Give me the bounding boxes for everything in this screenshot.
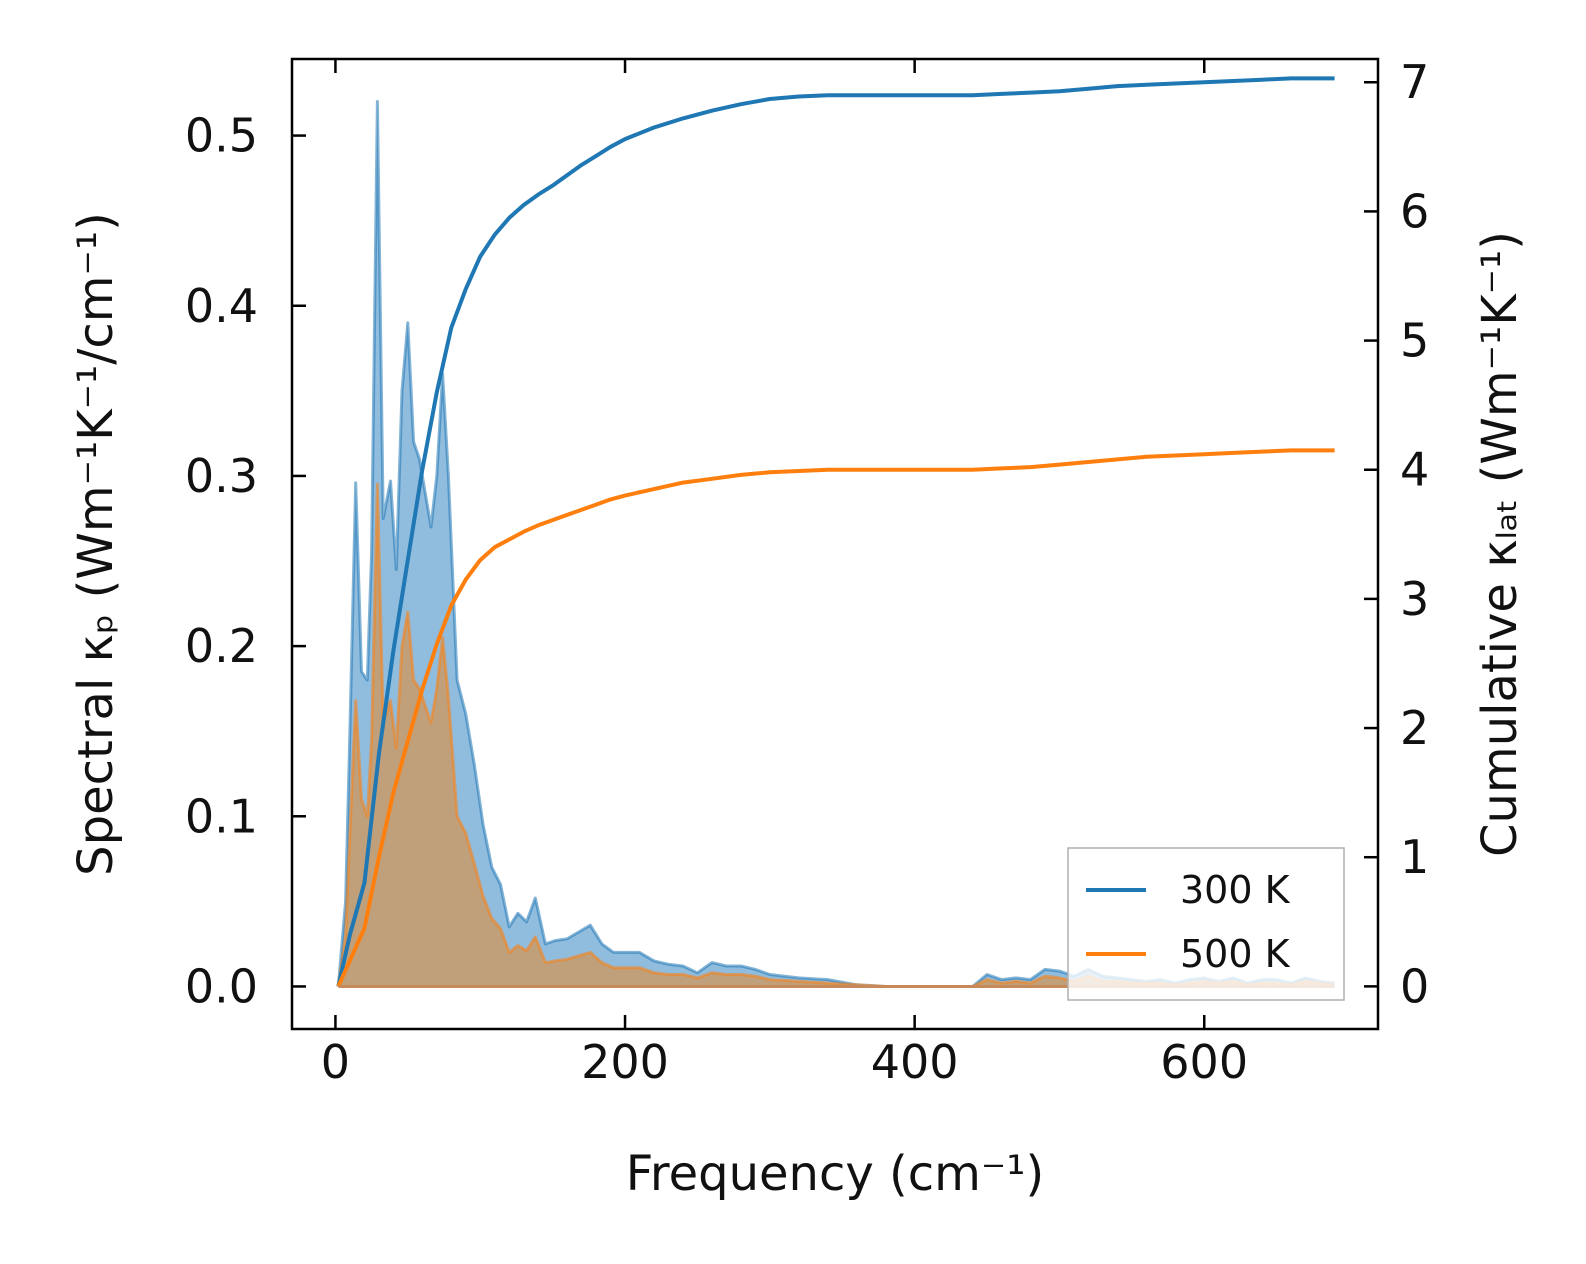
x-tick-label-600: 600 — [1160, 1035, 1248, 1089]
left-y-tick-label-0.0: 0.0 — [185, 960, 258, 1014]
left-y-tick-label-0.1: 0.1 — [185, 789, 258, 843]
left-y-axis-label: Spectral κₚ (Wm⁻¹K⁻¹/cm⁻¹) — [68, 212, 124, 876]
axis-ticks — [292, 59, 1378, 1029]
right-y-tick-label-6: 6 — [1400, 184, 1429, 238]
cumulative-line-300k — [336, 76, 1335, 987]
right-y-tick-label-3: 3 — [1400, 572, 1429, 626]
left-y-tick-label-0.2: 0.2 — [185, 619, 258, 673]
right-y-tick-label-5: 5 — [1400, 314, 1429, 368]
spectral-area-500k — [338, 484, 1335, 987]
right-y-tick-labels: 0 1 2 3 4 5 6 7 — [1400, 55, 1429, 1013]
left-y-tick-labels: 0.0 0.1 0.2 0.3 0.4 0.5 — [185, 109, 258, 1014]
x-tick-label-0: 0 — [321, 1035, 350, 1089]
plot-frame — [290, 57, 1380, 1031]
x-tick-label-200: 200 — [581, 1035, 669, 1089]
right-y-tick-label-4: 4 — [1400, 443, 1429, 497]
left-y-tick-label-0.4: 0.4 — [185, 279, 258, 333]
right-y-tick-label-0: 0 — [1400, 959, 1429, 1013]
left-y-tick-label-0.3: 0.3 — [185, 449, 258, 503]
right-y-axis-label: Cumulative κₗₐₜ (Wm⁻¹K⁻¹) — [1472, 231, 1528, 857]
legend-label-300k: 300 K — [1180, 868, 1291, 912]
legend: 300 K 500 K — [1067, 847, 1345, 1001]
left-y-tick-label-0.5: 0.5 — [185, 109, 258, 163]
x-tick-label-400: 400 — [871, 1035, 959, 1089]
legend-box — [1067, 847, 1345, 1001]
x-tick-labels: 0 200 400 600 — [321, 1035, 1248, 1089]
legend-label-500k: 500 K — [1180, 932, 1291, 976]
right-y-tick-label-7: 7 — [1400, 55, 1429, 109]
x-axis-label: Frequency (cm⁻¹) — [626, 1146, 1044, 1202]
cumulative-line-500k — [336, 448, 1335, 988]
right-y-tick-label-1: 1 — [1400, 830, 1429, 884]
right-y-tick-label-2: 2 — [1400, 701, 1429, 755]
